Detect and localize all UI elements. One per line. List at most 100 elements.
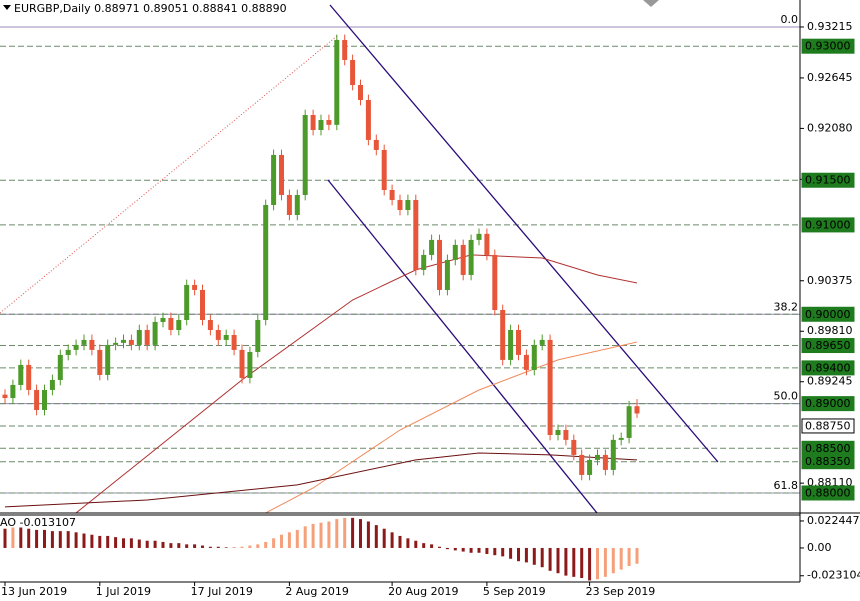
candle-body — [381, 149, 387, 190]
candle-body — [437, 239, 442, 290]
level-box — [801, 217, 855, 233]
ao-bar — [114, 537, 118, 548]
ao-bar — [193, 544, 197, 548]
candle-body — [547, 339, 553, 435]
ao-bar — [556, 547, 560, 574]
ao-bar — [232, 546, 236, 548]
candle-body — [610, 439, 616, 470]
x-tick-label: 13 Jun 2019 — [1, 585, 67, 598]
channel-lower — [327, 179, 598, 513]
candle-body — [468, 239, 474, 275]
ao-bar — [50, 531, 54, 548]
ao-bar — [129, 538, 133, 548]
level-label: 0.88350 — [805, 455, 851, 468]
ao-bar — [3, 528, 7, 548]
ao-bar — [469, 547, 473, 553]
candle-body — [239, 349, 245, 378]
candle-body — [634, 406, 640, 414]
ao-bar — [382, 528, 386, 548]
ao-bar — [311, 523, 315, 548]
ao-bar — [461, 547, 465, 552]
candle-body — [255, 319, 261, 352]
candle-body — [500, 309, 506, 360]
candle-body — [342, 39, 348, 60]
level-label: 0.88000 — [805, 486, 851, 499]
ao-bar — [635, 547, 639, 564]
candle-body — [350, 59, 356, 85]
candle-body — [113, 342, 119, 345]
level-label: 0.89650 — [805, 339, 851, 352]
ao-bar — [611, 547, 615, 574]
ao-bar — [627, 547, 631, 567]
fib-label: 38.2 — [774, 300, 799, 313]
ao-bar — [374, 525, 378, 548]
y-tick-label: 0.93215 — [807, 20, 853, 33]
y-tick-label: 0.89245 — [807, 375, 853, 388]
ao-bar — [74, 532, 78, 548]
ao-tick-label: -0.023104 — [807, 569, 860, 582]
level-label: 0.89000 — [805, 397, 851, 410]
ao-bar — [287, 532, 291, 548]
candle-body — [397, 199, 403, 210]
candle-body — [358, 84, 363, 100]
candle-body — [176, 319, 182, 330]
moving-averages — [4, 254, 638, 513]
x-tick-label: 1 Jul 2019 — [96, 585, 151, 598]
menu-arrow — [3, 5, 11, 10]
ao-bar — [106, 535, 110, 548]
ao-bar — [66, 531, 70, 548]
candle-body — [508, 329, 514, 360]
ao-bar — [540, 547, 544, 568]
ao-bar — [82, 533, 86, 548]
candle-body — [460, 244, 466, 275]
ao-bar — [216, 546, 220, 548]
ao-bar — [343, 517, 347, 548]
candle-body — [247, 351, 253, 378]
ao-bar — [98, 535, 102, 548]
ao-bar — [145, 540, 149, 548]
ao-bar — [169, 543, 173, 548]
candle-body — [89, 339, 95, 350]
candle-body — [65, 349, 71, 355]
ao-bar — [153, 540, 157, 548]
level-box — [801, 396, 855, 412]
candle-body — [618, 437, 624, 440]
ao-bar — [485, 547, 489, 554]
ao-bar — [422, 543, 426, 548]
ao-bar — [35, 529, 39, 548]
ao-bar — [240, 546, 244, 548]
candle-body — [310, 115, 316, 131]
ao-bar — [453, 547, 457, 551]
candle-body — [207, 319, 213, 330]
candle-body — [215, 329, 221, 340]
candle-body — [144, 329, 150, 345]
y-tick-label: 0.92080 — [807, 121, 853, 134]
fib-label: 61.8 — [774, 479, 799, 492]
candle-body — [563, 429, 569, 440]
candle-body — [136, 329, 142, 345]
candle-body — [121, 339, 126, 343]
ao-bar — [438, 546, 441, 548]
candle-body — [531, 344, 537, 370]
candle-body — [523, 354, 529, 370]
ao-bar — [224, 547, 228, 548]
ao-bar — [603, 547, 607, 577]
candle-body — [492, 254, 498, 310]
ao-bar — [137, 539, 141, 548]
ao-bar — [501, 547, 505, 557]
candle-body — [626, 406, 632, 438]
candle-body — [200, 289, 205, 320]
axis: 0.932150.926450.920800.915100.903750.898… — [1, 20, 860, 598]
fib-label: 50.0 — [774, 390, 799, 403]
ao-bar — [493, 547, 497, 556]
ao-bar — [264, 541, 268, 548]
candle-body — [555, 429, 561, 435]
level-box — [801, 485, 855, 501]
candle-body — [452, 244, 458, 260]
x-tick-label: 17 Jul 2019 — [191, 585, 253, 598]
candle-body — [602, 454, 608, 470]
candle-body — [263, 204, 269, 320]
candle-body — [231, 335, 237, 350]
